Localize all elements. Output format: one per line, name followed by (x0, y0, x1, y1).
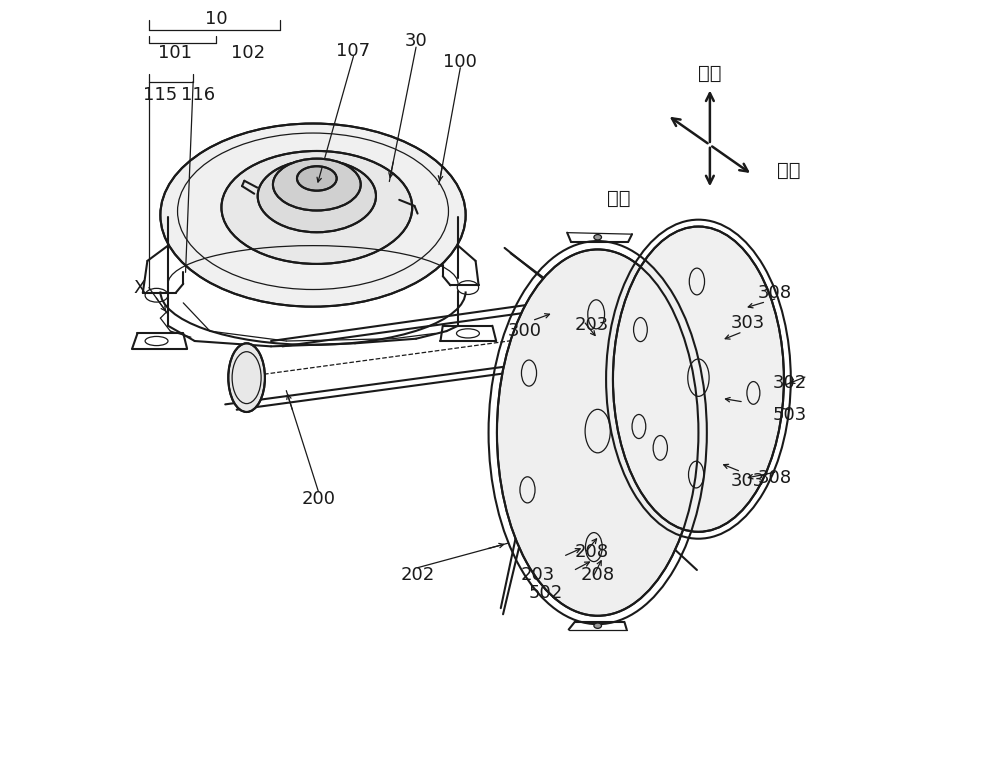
Text: 303: 303 (731, 472, 765, 489)
Text: 水平: 水平 (777, 162, 800, 180)
Ellipse shape (297, 166, 337, 191)
Text: 116: 116 (181, 86, 215, 103)
Text: 502: 502 (529, 584, 563, 602)
Text: 水平: 水平 (607, 188, 630, 208)
Ellipse shape (258, 160, 376, 232)
Ellipse shape (221, 151, 412, 264)
Text: 115: 115 (143, 86, 177, 103)
Ellipse shape (594, 623, 602, 628)
Text: 200: 200 (301, 490, 335, 508)
Text: 300: 300 (507, 322, 541, 340)
Text: 107: 107 (336, 42, 371, 60)
Ellipse shape (160, 123, 466, 306)
Text: 10: 10 (205, 10, 227, 28)
Text: 208: 208 (581, 566, 615, 584)
Ellipse shape (497, 250, 698, 616)
Text: 101: 101 (158, 44, 192, 62)
Text: 100: 100 (443, 54, 477, 71)
Text: 303: 303 (731, 315, 765, 332)
Text: 203: 203 (574, 316, 609, 334)
Text: 102: 102 (231, 44, 265, 62)
Ellipse shape (594, 234, 602, 240)
Ellipse shape (228, 343, 265, 412)
Text: 503: 503 (773, 406, 807, 424)
Text: 308: 308 (758, 284, 792, 302)
Text: 208: 208 (575, 543, 609, 561)
Text: 202: 202 (400, 566, 435, 584)
Text: X: X (134, 279, 146, 296)
Ellipse shape (273, 159, 361, 211)
Text: 302: 302 (773, 374, 807, 392)
Ellipse shape (613, 227, 784, 532)
Text: 竖直: 竖直 (698, 64, 722, 83)
Text: 203: 203 (521, 566, 555, 584)
Text: 30: 30 (405, 32, 427, 50)
Text: 308: 308 (758, 470, 792, 487)
